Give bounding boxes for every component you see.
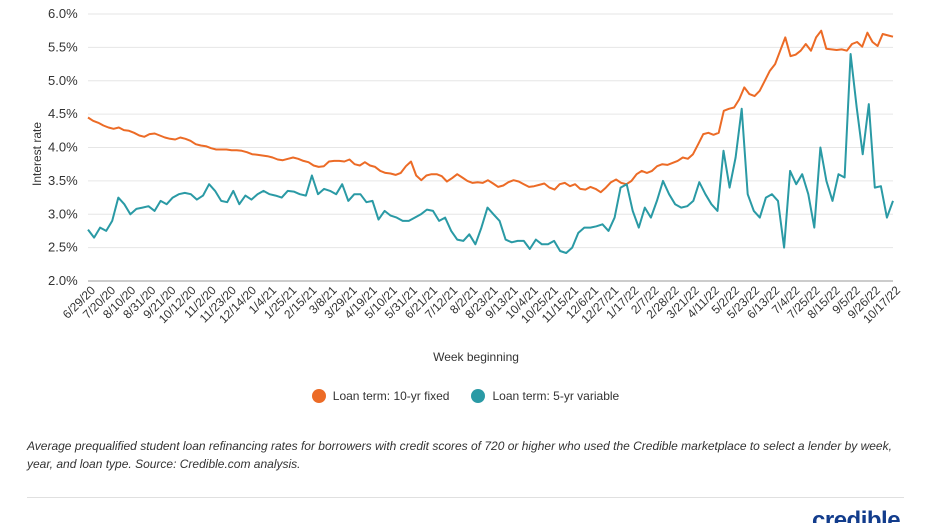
legend-item-5yr-variable: Loan term: 5-yr variable [471,389,619,403]
y-tick-label: 2.5% [48,240,78,255]
series-line-0 [87,29,894,194]
y-tick-label: 3.5% [48,173,78,188]
chart-caption: Average prequalified student loan refina… [27,439,892,471]
gridlines [88,13,893,282]
y-tick-label: 4.5% [48,106,78,121]
legend-swatch-5yr-variable [471,389,486,403]
y-tick-label: 3.0% [48,206,78,221]
legend-swatch-10yr-fixed [311,389,326,403]
series-line-1 [87,53,894,254]
series-lines [87,29,894,254]
y-tick-label: 5.0% [48,73,78,88]
y-tick-label: 6.0% [48,6,78,21]
x-axis-ticks: 6/29/207/20/208/10/208/31/209/21/2010/12… [60,283,903,326]
y-axis-ticks: 2.0% 2.5% 3.0% 3.5% 4.0% 4.5% 5.0% 5.5% 6.0% [48,6,78,288]
line-chart: 2.0% 2.5% 3.0% 3.5% 4.0% 4.5% 5.0% 5.5% 6.0% 6/2… [30,6,903,364]
y-tick-label: 4.0% [48,140,78,155]
legend-label-10yr-fixed: Loan term: 10-yr fixed [332,389,450,403]
y-tick-label: 2.0% [48,273,78,288]
legend-label-5yr-variable: Loan term: 5-yr variable [492,389,620,403]
y-tick-label: 5.5% [48,39,78,54]
y-axis-title: Interest rate [30,122,44,186]
x-axis-title: Week beginning [433,350,519,364]
credible-logo: credible [812,507,901,523]
chart-area: 2.0% 2.5% 3.0% 3.5% 4.0% 4.5% 5.0% 5.5% 6.0% 6/2… [30,6,903,364]
footer-divider [27,497,904,498]
legend: Loan term: 10-yr fixed Loan term: 5-yr v… [0,389,931,403]
legend-item-10yr-fixed: Loan term: 10-yr fixed [311,389,450,403]
